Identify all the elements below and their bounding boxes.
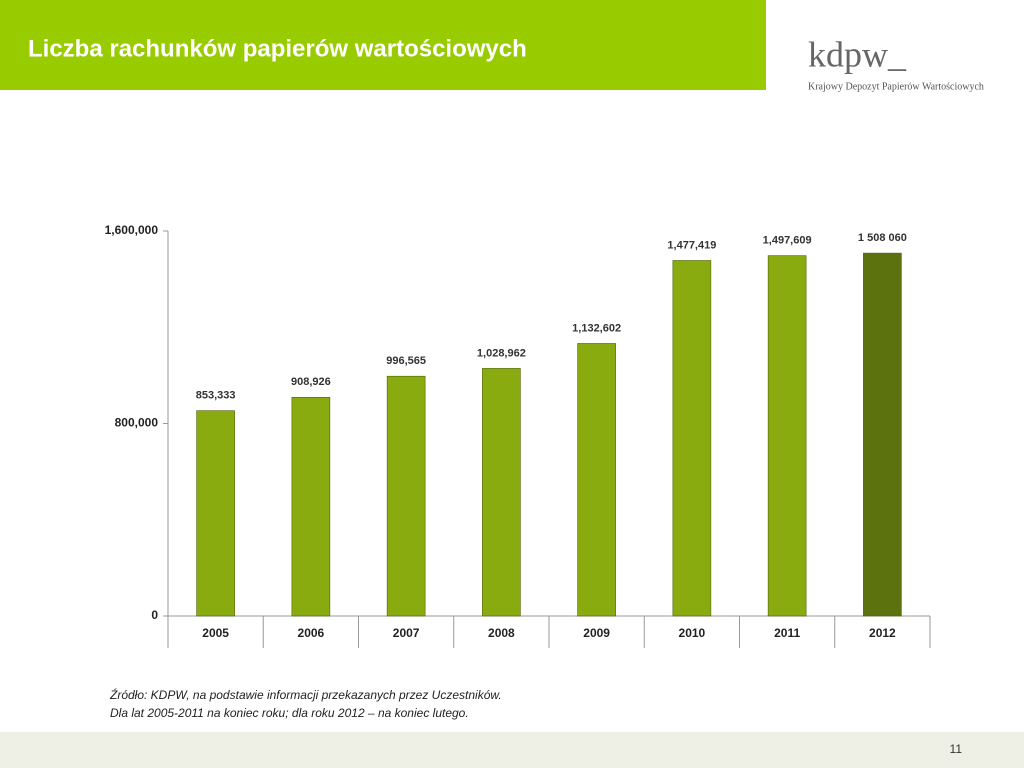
bar bbox=[482, 368, 521, 617]
x-tick-label: 2005 bbox=[202, 626, 229, 640]
bar bbox=[577, 343, 616, 617]
bar bbox=[196, 410, 235, 617]
logo-subtitle: Krajowy Depozyt Papierów Wartościowych bbox=[808, 81, 984, 92]
value-label: 908,926 bbox=[291, 376, 331, 388]
value-label: 1,028,962 bbox=[477, 347, 526, 359]
x-tick-label: 2007 bbox=[393, 626, 420, 640]
x-tick-label: 2009 bbox=[583, 626, 610, 640]
x-tick-label: 2010 bbox=[679, 626, 706, 640]
footer-bar bbox=[0, 732, 1024, 768]
value-label: 853,333 bbox=[196, 390, 236, 402]
value-label: 996,565 bbox=[386, 355, 426, 367]
value-label: 1 508 060 bbox=[858, 232, 907, 244]
x-tick-label: 2006 bbox=[298, 626, 325, 640]
bar bbox=[767, 255, 807, 617]
bar bbox=[672, 260, 712, 617]
source-note: Źródło: KDPW, na podstawie informacji pr… bbox=[109, 687, 502, 702]
period-note: Dla lat 2005-2011 na koniec roku; dla ro… bbox=[110, 706, 469, 720]
value-label: 1,132,602 bbox=[572, 322, 621, 334]
y-tick-label: 800,000 bbox=[115, 416, 159, 430]
x-tick-label: 2012 bbox=[869, 626, 896, 640]
slide-title: Liczba rachunków papierów wartościowych bbox=[28, 35, 527, 62]
logo: kdpw_ bbox=[808, 34, 907, 74]
value-label: 1,477,419 bbox=[667, 239, 716, 251]
x-tick-label: 2008 bbox=[488, 626, 515, 640]
x-tick-label: 2011 bbox=[774, 626, 800, 640]
y-tick-label: 0 bbox=[151, 608, 158, 622]
title-bar bbox=[0, 0, 766, 90]
value-label: 1,497,609 bbox=[763, 235, 812, 247]
page-number: 11 bbox=[950, 742, 963, 756]
y-tick-label: 1,600,000 bbox=[105, 223, 159, 237]
bar bbox=[291, 396, 331, 617]
bar bbox=[386, 375, 426, 617]
bar bbox=[863, 252, 902, 617]
